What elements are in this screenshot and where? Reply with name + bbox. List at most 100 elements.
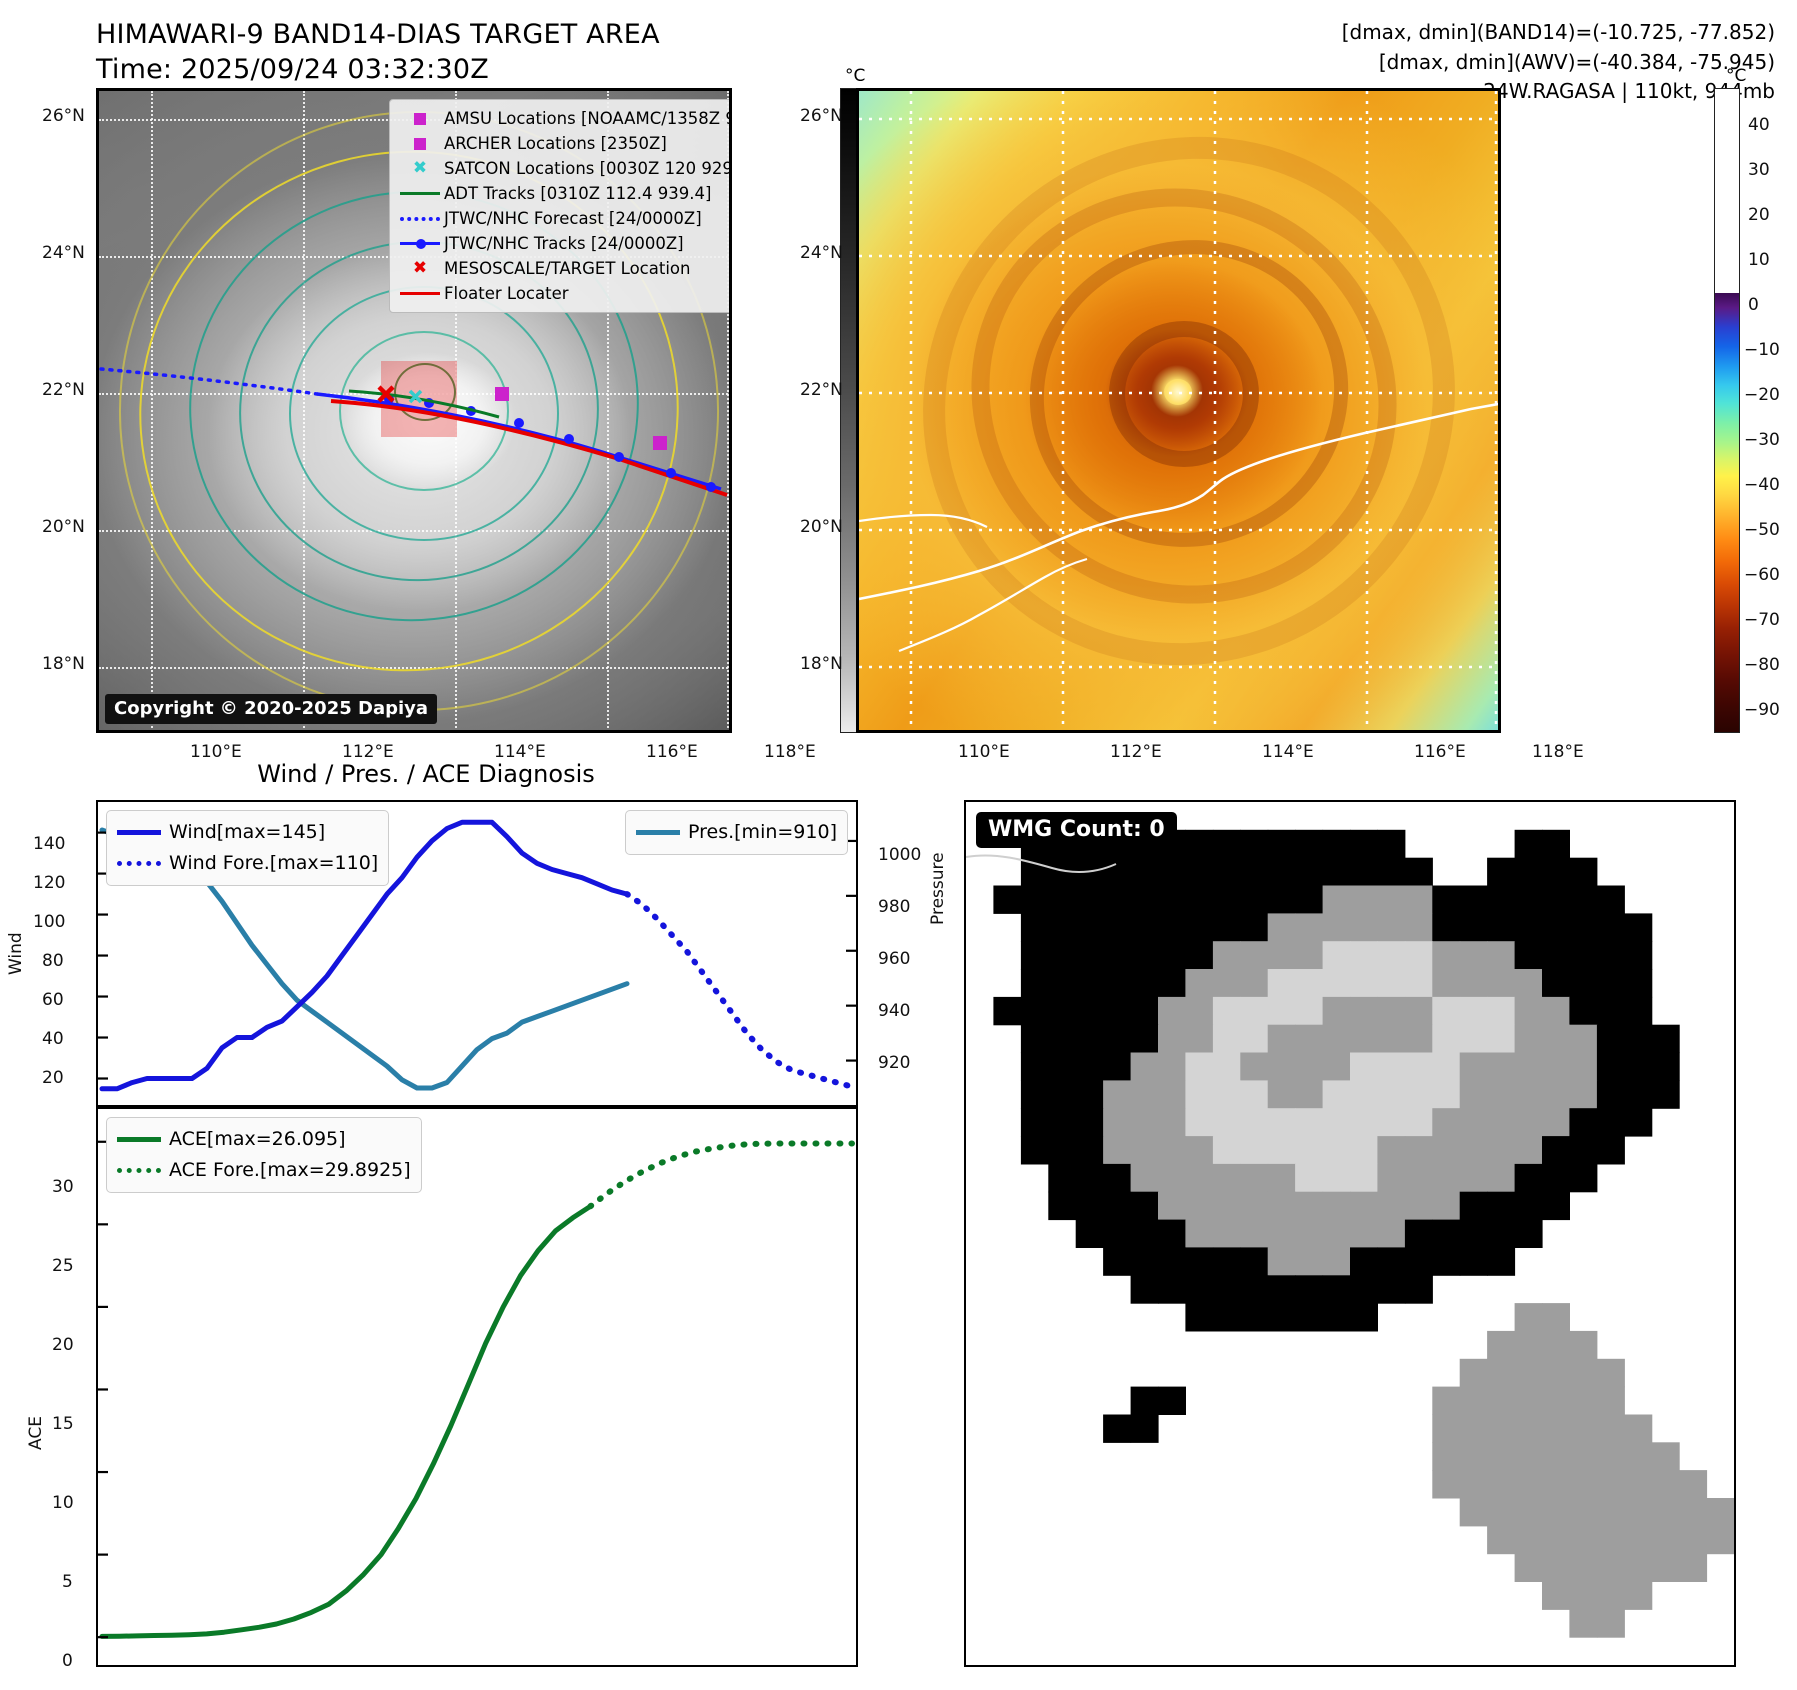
coastline-overlay bbox=[859, 91, 1498, 730]
ace-ytick: 25 bbox=[52, 1256, 74, 1276]
tr-cb-tick: 10 bbox=[1748, 250, 1770, 270]
legend-label: MESOSCALE/TARGET Location bbox=[444, 258, 691, 278]
pressure-line-icon bbox=[636, 830, 688, 835]
ace-line-icon bbox=[117, 1137, 169, 1142]
ace-ytick: 10 bbox=[52, 1493, 74, 1513]
tr-cb-tick: 30 bbox=[1748, 160, 1770, 180]
legend-label: ACE[max=26.095] bbox=[169, 1128, 346, 1150]
jtwc-forecast-track bbox=[99, 367, 319, 396]
tr-lon-tick: 112°E bbox=[1110, 742, 1162, 762]
ace-chart[interactable]: ACE[max=26.095] ACE Fore.[max=29.8925] bbox=[96, 1107, 858, 1667]
diagnosis-title: Wind / Pres. / ACE Diagnosis bbox=[257, 760, 595, 788]
legend-label: Pres.[min=910] bbox=[688, 821, 837, 843]
ace-ytick: 30 bbox=[52, 1177, 74, 1197]
legend-label: JTWC/NHC Tracks [24/0000Z] bbox=[444, 233, 684, 253]
grid-line-vertical bbox=[727, 91, 729, 730]
ace-ytick: 20 bbox=[52, 1335, 74, 1355]
wind-legend: Wind[max=145] Wind Fore.[max=110] bbox=[106, 810, 390, 886]
tl-lon-tick: 112°E bbox=[342, 742, 394, 762]
floater-locater-icon bbox=[396, 292, 444, 295]
satcon-location bbox=[408, 389, 423, 404]
pressure-ytick: 920 bbox=[878, 1053, 911, 1073]
legend-label: JTWC/NHC Forecast [24/0000Z] bbox=[444, 208, 702, 228]
wind-axis-label: Wind bbox=[6, 932, 26, 975]
pressure-ytick: 960 bbox=[878, 949, 911, 969]
top-left-title-line2: Time: 2025/09/24 03:32:30Z bbox=[96, 53, 489, 85]
tr-cb-tick: −70 bbox=[1744, 610, 1780, 630]
tr-cb-tick: −90 bbox=[1744, 700, 1780, 720]
tr-cb-tick: −50 bbox=[1744, 520, 1780, 540]
tr-cb-tick: 40 bbox=[1748, 115, 1770, 135]
pressure-legend: Pres.[min=910] bbox=[625, 810, 848, 855]
wind-ytick: 80 bbox=[42, 951, 64, 971]
archer-marker-icon bbox=[396, 137, 444, 150]
pressure-ytick: 1000 bbox=[878, 845, 922, 865]
tr-lat-tick: 26°N bbox=[800, 106, 843, 126]
tr-cb-tick: 0 bbox=[1748, 295, 1759, 315]
wind-ytick: 60 bbox=[42, 990, 64, 1010]
legend-row: ADT Tracks [0310Z 112.4 939.4] bbox=[396, 181, 729, 206]
adt-track bbox=[348, 389, 500, 419]
grid-line-vertical bbox=[151, 91, 153, 730]
coastline-path bbox=[859, 513, 988, 528]
legend-row: JTWC/NHC Forecast [24/0000Z] bbox=[396, 206, 729, 231]
tr-colorbar bbox=[1714, 88, 1740, 733]
awv-enhanced-ir-map[interactable] bbox=[856, 88, 1501, 733]
coastline-path bbox=[859, 402, 1498, 601]
eye-center bbox=[1164, 379, 1192, 405]
contour-ring bbox=[339, 331, 509, 491]
top-left-title-line1: HIMAWARI-9 BAND14-DIAS TARGET AREA bbox=[96, 19, 660, 50]
legend-row: ACE Fore.[max=29.8925] bbox=[117, 1155, 411, 1186]
legend-label: Floater Locater bbox=[444, 283, 569, 303]
tl-lon-tick: 114°E bbox=[494, 742, 546, 762]
ace-svg bbox=[98, 1140, 855, 1639]
track-overlay-svg bbox=[99, 367, 728, 497]
dmax-dmin-band14: [dmax, dmin](BAND14)=(-10.725, -77.852) bbox=[1341, 20, 1775, 44]
tr-lon-tick: 110°E bbox=[958, 742, 1010, 762]
legend-row: ACE[max=26.095] bbox=[117, 1124, 411, 1155]
floater-locater-track bbox=[330, 399, 728, 497]
jtwc-track-icon bbox=[396, 238, 444, 249]
himawari-band14-map[interactable]: AMSU Locations [NOAAMC/1358Z 92 956] ARC… bbox=[96, 88, 732, 733]
tr-cb-tick: −40 bbox=[1744, 475, 1780, 495]
coastline-path bbox=[898, 557, 1088, 653]
legend-label: Wind Fore.[max=110] bbox=[169, 851, 379, 874]
mesoscale-target-marker bbox=[377, 385, 395, 403]
tl-lat-tick: 18°N bbox=[42, 654, 85, 674]
legend-row: AMSU Locations [NOAAMC/1358Z 92 956] bbox=[396, 106, 729, 131]
ace-ytick: 0 bbox=[62, 1651, 73, 1671]
tr-lat-tick: 24°N bbox=[800, 243, 843, 263]
ace-ytick: 15 bbox=[52, 1414, 74, 1434]
dmax-dmin-awv: [dmax, dmin](AWV)=(-40.384, -75.945) bbox=[1378, 49, 1775, 74]
wind-pressure-chart[interactable]: Wind[max=145] Wind Fore.[max=110] Pres.[… bbox=[96, 800, 858, 1107]
grid-line-horizontal bbox=[99, 667, 729, 669]
mesoscale-target-icon: ✖ bbox=[412, 258, 428, 278]
legend-row: ✖ SATCON Locations [0030Z 120 929] bbox=[396, 156, 732, 181]
legend-label: ADT Tracks [0310Z 112.4 939.4] bbox=[444, 183, 712, 203]
pressure-ytick: 980 bbox=[878, 897, 911, 917]
wind-ytick: 20 bbox=[42, 1068, 64, 1088]
tr-cb-tick: −10 bbox=[1744, 340, 1780, 360]
legend-label: SATCON Locations [0030Z 120 929] bbox=[444, 158, 732, 178]
legend-label: Wind[max=145] bbox=[169, 821, 326, 843]
wind-ytick: 140 bbox=[33, 834, 66, 854]
wind-ytick: 120 bbox=[33, 873, 66, 893]
wmg-count-panel[interactable]: WMG Count: 0 bbox=[964, 800, 1736, 1667]
pressure-axis-label: Pressure bbox=[928, 852, 948, 925]
tl-colorbar-unit: °C bbox=[845, 66, 866, 86]
tr-lon-tick: 118°E bbox=[1532, 742, 1584, 762]
tr-cb-tick: −20 bbox=[1744, 385, 1780, 405]
map-legend: AMSU Locations [NOAAMC/1358Z 92 956] ARC… bbox=[389, 99, 732, 313]
legend-label: AMSU Locations [NOAAMC/1358Z 92 956] bbox=[444, 108, 729, 128]
wind-forecast-line-icon bbox=[117, 860, 169, 866]
tl-lat-tick: 24°N bbox=[42, 243, 85, 263]
legend-row: Wind[max=145] bbox=[117, 817, 378, 848]
tr-lon-tick: 114°E bbox=[1262, 742, 1314, 762]
contour-ring bbox=[394, 363, 456, 421]
legend-row: Floater Locater bbox=[396, 281, 729, 306]
tl-lon-tick: 110°E bbox=[190, 742, 242, 762]
ace-legend: ACE[max=26.095] ACE Fore.[max=29.8925] bbox=[106, 1117, 422, 1193]
tl-lon-tick: 116°E bbox=[646, 742, 698, 762]
tl-lat-tick: 22°N bbox=[42, 380, 85, 400]
tr-lon-tick: 116°E bbox=[1414, 742, 1466, 762]
